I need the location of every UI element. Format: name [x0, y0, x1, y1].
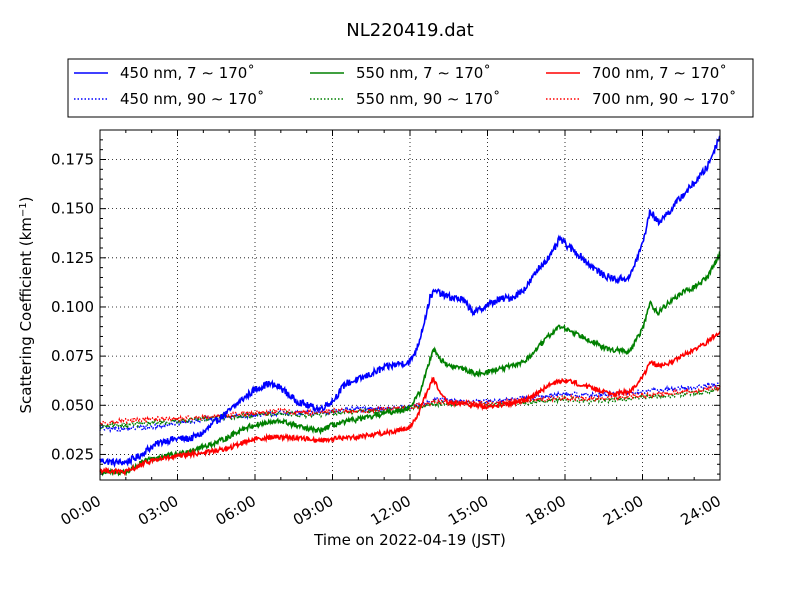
legend-box: [67, 58, 754, 118]
y-axis-label: Scattering Coefficient (km−1): [17, 196, 35, 413]
y-tick-label: 0.175: [51, 150, 94, 168]
x-tick-label: 09:00: [290, 492, 336, 529]
x-tick-label: 12:00: [368, 492, 414, 529]
legend-label: 450 nm, 90 ∼ 170˚: [120, 90, 264, 108]
x-tick-label: 24:00: [678, 492, 724, 529]
x-axis-label: Time on 2022-04-19 (JST): [313, 531, 506, 549]
legend-label: 550 nm, 90 ∼ 170˚: [356, 90, 500, 108]
x-tick-label: 18:00: [523, 492, 569, 529]
y-axis-label-sup: −1: [18, 202, 29, 217]
x-tick-label: 06:00: [213, 492, 259, 529]
y-axis-label-end: ): [17, 196, 35, 202]
y-tick-labels: 0.025 0.050 0.075 0.100 0.125 0.150 0.175: [51, 150, 94, 463]
y-tick-label: 0.150: [51, 200, 94, 218]
x-tick-label: 03:00: [135, 492, 181, 529]
series-line: [99, 135, 721, 468]
plot-lines: [99, 135, 721, 477]
legend-label: 700 nm, 7 ∼ 170˚: [592, 64, 727, 82]
ticks: [99, 130, 721, 480]
x-tick-label: 00:00: [58, 492, 104, 529]
y-tick-label: 0.075: [51, 347, 94, 365]
x-tick-labels: 00:00 03:00 06:00 09:00 12:00 15:00 18:00 21:00…: [58, 492, 724, 529]
legend-label: 550 nm, 7 ∼ 170˚: [356, 64, 491, 82]
y-tick-label: 0.125: [51, 249, 94, 267]
y-axis-label-main: Scattering Coefficient (km: [17, 217, 35, 413]
legend-label: 450 nm, 7 ∼ 170˚: [120, 64, 255, 82]
y-tick-label: 0.100: [51, 298, 94, 316]
y-tick-label: 0.050: [51, 396, 94, 414]
x-tick-label: 21:00: [600, 492, 646, 529]
series-line: [99, 331, 721, 477]
x-tick-label: 15:00: [445, 492, 491, 529]
legend-label: 700 nm, 90 ∼ 170˚: [592, 90, 736, 108]
chart-title: NL220419.dat: [346, 20, 473, 41]
legend: 450 nm, 7 ∼ 170˚ 550 nm, 7 ∼ 170˚ 700 nm, …: [67, 58, 754, 118]
series-line: [99, 250, 721, 477]
series-line: [99, 386, 721, 430]
grid: [100, 130, 720, 480]
y-tick-label: 0.025: [51, 445, 94, 463]
